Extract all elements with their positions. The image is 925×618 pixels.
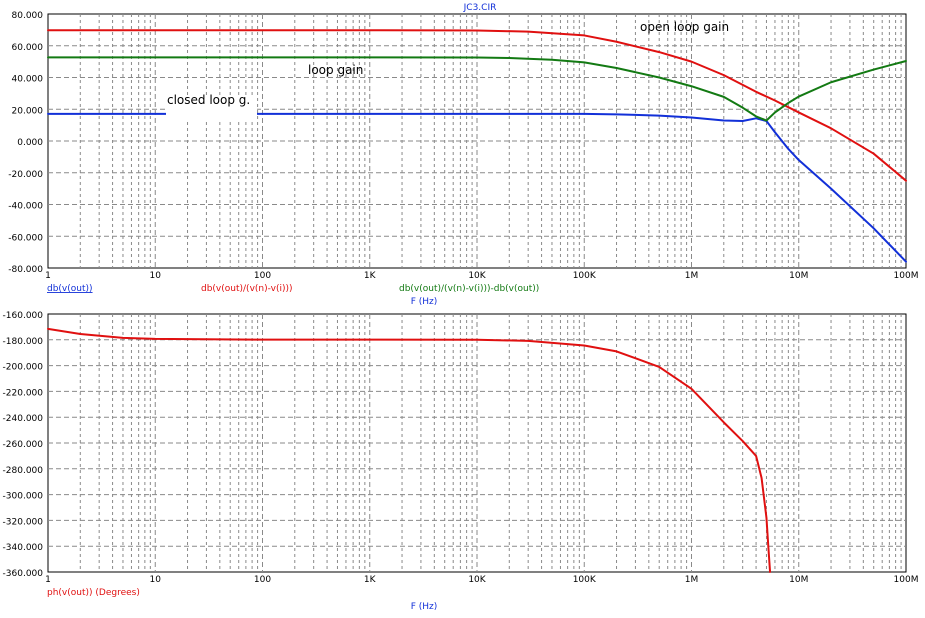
phase-x-tick-label: 10M — [789, 575, 808, 585]
gain-y-tick-label: 40.000 — [12, 75, 44, 85]
phase-y-tick-label: -220.000 — [3, 388, 44, 398]
closed-loop-label-background — [166, 96, 257, 120]
gain-x-tick-label: 100K — [573, 271, 597, 281]
phase-x-tick-label: 100M — [894, 575, 919, 585]
annotation-closed-loop-gain: closed loop g. — [167, 93, 250, 107]
gain-series-group — [47, 29, 907, 263]
gain-x-ticks: 1 10 100 1K 10K 100K 1M 10M 100M — [45, 271, 918, 281]
phase-series-group — [47, 327, 772, 573]
gain-x-tick-label: 1K — [364, 271, 377, 281]
gain-y-tick-label: 60.000 — [12, 43, 44, 53]
gain-y-tick-label: -20.000 — [8, 170, 43, 180]
annotation-open-loop-gain: open loop gain — [640, 20, 729, 34]
gain-panel: JC3.CIR 80.000 60.000 40.000 20.000 0.000 -20… — [8, 3, 918, 307]
phase-series-1 — [47, 327, 772, 573]
legend-db-vout: db(v(out)) — [47, 284, 93, 294]
phase-x-tick-label: 10 — [150, 575, 162, 585]
phase-x-tick-label: 10K — [468, 575, 486, 585]
gain-y-tick-label: 20.000 — [12, 106, 44, 116]
gain-x-tick-label: 10K — [468, 271, 486, 281]
phase-y-tick-label: -200.000 — [3, 363, 44, 373]
phase-y-ticks: -160.000 -180.000 -200.000 -220.000 -240.000… — [3, 311, 44, 579]
phase-y-tick-label: -340.000 — [3, 543, 44, 553]
gain-x-axis-label: F (Hz) — [411, 297, 438, 307]
phase-y-tick-label: -280.000 — [3, 466, 44, 476]
gain-x-tick-label: 100M — [894, 271, 919, 281]
phase-y-tick-label: -320.000 — [3, 517, 44, 527]
gain-x-tick-label: 100 — [254, 271, 271, 281]
gain-series-3 — [47, 56, 907, 122]
gain-y-tick-label: -80.000 — [8, 265, 43, 275]
gain-y-ticks: 80.000 60.000 40.000 20.000 0.000 -20.000 -40.… — [8, 11, 43, 275]
gain-legend: db(v(out)) db(v(out)/(v(n)-v(i))) db(v(o… — [47, 284, 539, 294]
gain-x-tick-label: 1 — [45, 271, 51, 281]
phase-x-tick-label: 1 — [45, 575, 51, 585]
gain-x-tick-label: 1M — [685, 271, 699, 281]
chart-title: JC3.CIR — [463, 3, 497, 13]
gain-y-tick-label: 0.000 — [17, 138, 43, 148]
phase-x-tick-label: 1K — [364, 575, 377, 585]
annotation-loop-gain: loop gain — [308, 63, 363, 77]
phase-x-tick-label: 100K — [573, 575, 597, 585]
gain-x-tick-label: 10 — [150, 271, 162, 281]
phase-y-tick-label: -160.000 — [3, 311, 44, 321]
phase-y-tick-label: -180.000 — [3, 337, 44, 347]
gain-grid — [48, 14, 906, 268]
gain-y-tick-label: 80.000 — [12, 11, 44, 21]
gain-y-tick-label: -40.000 — [8, 202, 43, 212]
phase-x-tick-label: 100 — [254, 575, 271, 585]
phase-x-axis-label: F (Hz) — [411, 602, 438, 612]
gain-annotations: open loop gain loop gain closed loop g. — [167, 20, 729, 107]
gain-y-tick-label: -60.000 — [8, 233, 43, 243]
legend-phase: ph(v(out)) (Degrees) — [47, 588, 140, 598]
legend-db-loop-gain: db(v(out)/(v(n)-v(i)))-db(v(out)) — [399, 284, 539, 294]
phase-y-tick-label: -300.000 — [3, 492, 44, 502]
phase-grid — [48, 314, 906, 572]
phase-x-tick-label: 1M — [685, 575, 699, 585]
gain-x-tick-label: 10M — [789, 271, 808, 281]
gain-series-1 — [47, 112, 907, 263]
phase-y-tick-label: -240.000 — [3, 414, 44, 424]
phase-x-ticks: 1 10 100 1K 10K 100K 1M 10M 100M — [45, 575, 918, 585]
phase-panel: -160.000 -180.000 -200.000 -220.000 -240.000… — [3, 311, 919, 612]
phase-legend: ph(v(out)) (Degrees) — [47, 588, 140, 598]
legend-db-open-loop: db(v(out)/(v(n)-v(i))) — [201, 284, 293, 294]
gain-series-2 — [47, 29, 907, 182]
phase-y-tick-label: -260.000 — [3, 440, 44, 450]
phase-y-tick-label: -360.000 — [3, 569, 44, 579]
